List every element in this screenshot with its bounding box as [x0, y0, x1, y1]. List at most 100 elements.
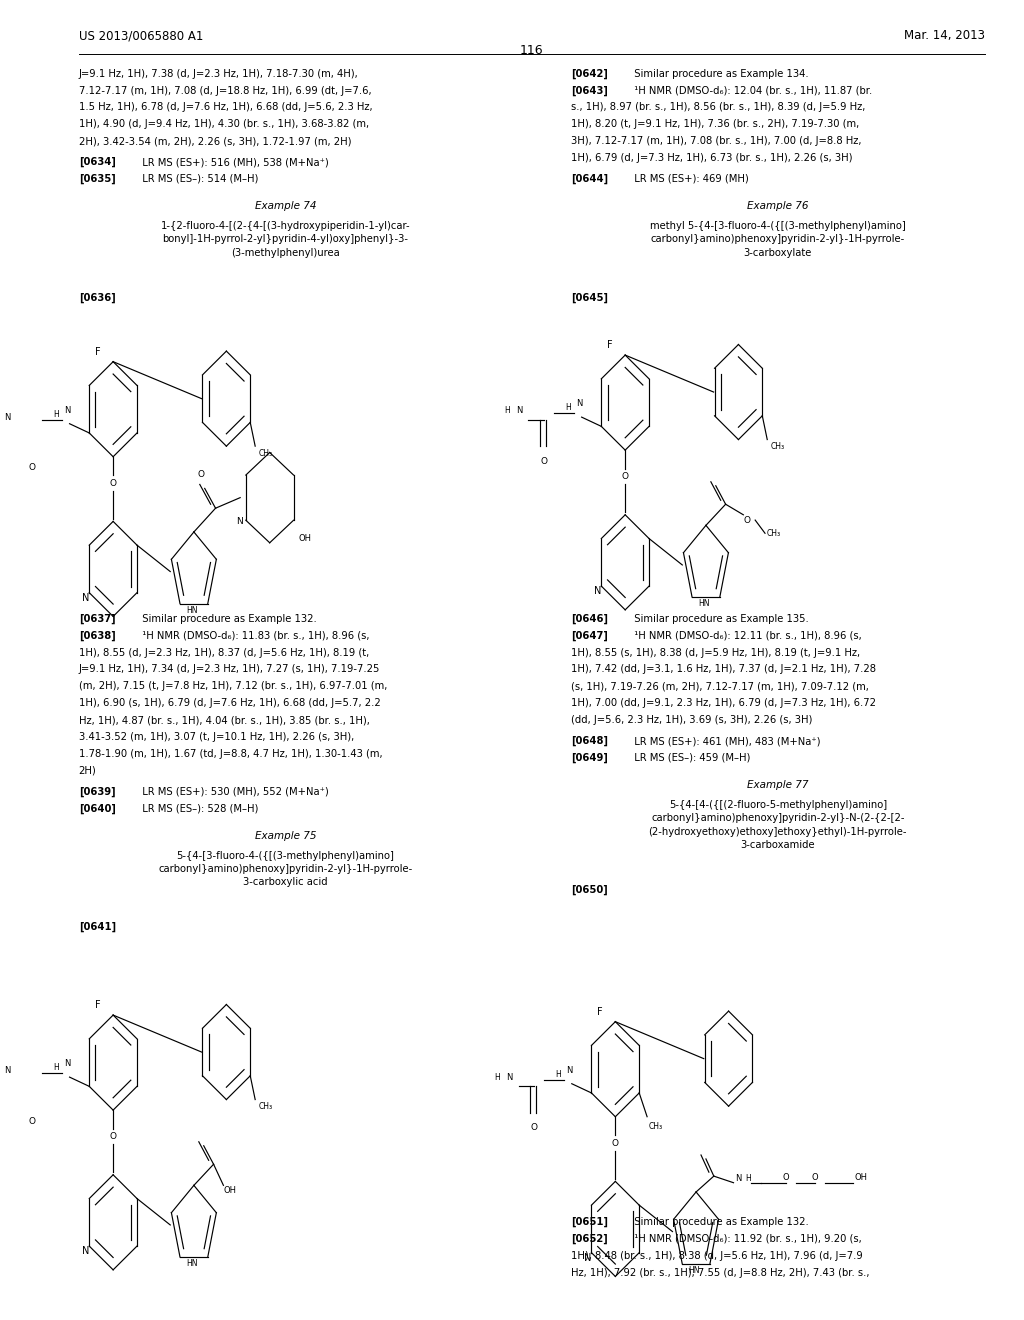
Text: [0637]: [0637]: [79, 614, 116, 624]
Text: 1-{2-fluoro-4-[(2-{4-[(3-hydroxypiperidin-1-yl)car-
bonyl]-1H-pyrrol-2-yl}pyridi: 1-{2-fluoro-4-[(2-{4-[(3-hydroxypiperidi…: [161, 222, 411, 257]
Text: 1H), 6.90 (s, 1H), 6.79 (d, J=7.6 Hz, 1H), 6.68 (dd, J=5.7, 2.2: 1H), 6.90 (s, 1H), 6.79 (d, J=7.6 Hz, 1H…: [79, 698, 381, 709]
Text: CH₃: CH₃: [767, 529, 781, 537]
Text: [0634]: [0634]: [79, 157, 116, 168]
Text: N: N: [65, 407, 71, 414]
Text: [0646]: [0646]: [571, 614, 608, 624]
Text: [0641]: [0641]: [79, 921, 116, 932]
Text: Example 77: Example 77: [748, 780, 809, 789]
Text: [0645]: [0645]: [571, 292, 608, 302]
Text: N: N: [585, 1253, 592, 1263]
Text: O: O: [110, 479, 117, 487]
Text: [0651]: [0651]: [571, 1217, 608, 1228]
Text: N: N: [82, 1246, 89, 1257]
Text: HN: HN: [186, 1259, 198, 1269]
Text: LR MS (ES–): 459 (M–H): LR MS (ES–): 459 (M–H): [628, 752, 751, 763]
Text: N: N: [4, 413, 10, 421]
Text: CH₃: CH₃: [258, 1102, 272, 1111]
Text: N: N: [735, 1175, 741, 1183]
Text: N: N: [507, 1073, 513, 1081]
Text: HN: HN: [688, 1266, 700, 1275]
Text: N: N: [577, 400, 583, 408]
Text: HN: HN: [698, 599, 710, 609]
Text: 1H), 4.90 (d, J=9.4 Hz, 1H), 4.30 (br. s., 1H), 3.68-3.82 (m,: 1H), 4.90 (d, J=9.4 Hz, 1H), 4.30 (br. s…: [79, 119, 369, 129]
Text: Similar procedure as Example 135.: Similar procedure as Example 135.: [628, 614, 809, 624]
Text: O: O: [622, 473, 629, 480]
Text: (dd, J=5.6, 2.3 Hz, 1H), 3.69 (s, 3H), 2.26 (s, 3H): (dd, J=5.6, 2.3 Hz, 1H), 3.69 (s, 3H), 2…: [571, 715, 812, 725]
Text: CH₃: CH₃: [770, 442, 784, 451]
Text: H: H: [53, 1064, 58, 1072]
Text: [0644]: [0644]: [571, 174, 608, 185]
Text: O: O: [541, 457, 548, 466]
Text: ¹H NMR (DMSO-d₆): 12.04 (br. s., 1H), 11.87 (br.: ¹H NMR (DMSO-d₆): 12.04 (br. s., 1H), 11…: [628, 86, 872, 95]
Text: H: H: [495, 1073, 500, 1081]
Text: CH₃: CH₃: [258, 449, 272, 458]
Text: Hz, 1H), 7.92 (br. s., 1H), 7.55 (d, J=8.8 Hz, 2H), 7.43 (br. s.,: Hz, 1H), 7.92 (br. s., 1H), 7.55 (d, J=8…: [571, 1267, 869, 1278]
Text: [0642]: [0642]: [571, 69, 608, 79]
Text: H: H: [555, 1071, 561, 1078]
Text: [0650]: [0650]: [571, 884, 608, 895]
Text: Example 76: Example 76: [748, 201, 809, 211]
Text: N: N: [82, 593, 89, 603]
Text: [0635]: [0635]: [79, 174, 116, 185]
Text: Hz, 1H), 4.87 (br. s., 1H), 4.04 (br. s., 1H), 3.85 (br. s., 1H),: Hz, 1H), 4.87 (br. s., 1H), 4.04 (br. s.…: [79, 715, 370, 725]
Text: N: N: [566, 1067, 573, 1074]
Text: O: O: [29, 1117, 36, 1126]
Text: LR MS (ES–): 514 (M–H): LR MS (ES–): 514 (M–H): [136, 174, 258, 183]
Text: H: H: [53, 411, 58, 418]
Text: Similar procedure as Example 134.: Similar procedure as Example 134.: [628, 69, 809, 79]
Text: Similar procedure as Example 132.: Similar procedure as Example 132.: [136, 614, 316, 624]
Text: O: O: [198, 470, 204, 479]
Text: F: F: [94, 1001, 100, 1010]
Text: US 2013/0065880 A1: US 2013/0065880 A1: [79, 29, 203, 42]
Text: N: N: [65, 1060, 71, 1068]
Text: CH₃: CH₃: [649, 1122, 664, 1131]
Text: H: H: [504, 407, 510, 414]
Text: Mar. 14, 2013: Mar. 14, 2013: [903, 29, 985, 42]
Text: 2H), 3.42-3.54 (m, 2H), 2.26 (s, 3H), 1.72-1.97 (m, 2H): 2H), 3.42-3.54 (m, 2H), 2.26 (s, 3H), 1.…: [79, 136, 351, 147]
Text: LR MS (ES+): 530 (MH), 552 (M+Na⁺): LR MS (ES+): 530 (MH), 552 (M+Na⁺): [136, 787, 329, 797]
Text: J=9.1 Hz, 1H), 7.34 (d, J=2.3 Hz, 1H), 7.27 (s, 1H), 7.19-7.25: J=9.1 Hz, 1H), 7.34 (d, J=2.3 Hz, 1H), 7…: [79, 664, 380, 675]
Text: 1.5 Hz, 1H), 6.78 (d, J=7.6 Hz, 1H), 6.68 (dd, J=5.6, 2.3 Hz,: 1.5 Hz, 1H), 6.78 (d, J=7.6 Hz, 1H), 6.6…: [79, 103, 373, 112]
Text: N: N: [4, 1067, 10, 1074]
Text: 3H), 7.12-7.17 (m, 1H), 7.08 (br. s., 1H), 7.00 (d, J=8.8 Hz,: 3H), 7.12-7.17 (m, 1H), 7.08 (br. s., 1H…: [571, 136, 861, 147]
Text: Example 75: Example 75: [255, 830, 316, 841]
Text: H: H: [565, 404, 570, 412]
Text: 1H), 8.55 (s, 1H), 8.38 (d, J=5.9 Hz, 1H), 8.19 (t, J=9.1 Hz,: 1H), 8.55 (s, 1H), 8.38 (d, J=5.9 Hz, 1H…: [571, 648, 860, 657]
Text: 1H), 8.55 (d, J=2.3 Hz, 1H), 8.37 (d, J=5.6 Hz, 1H), 8.19 (t,: 1H), 8.55 (d, J=2.3 Hz, 1H), 8.37 (d, J=…: [79, 648, 369, 657]
Text: 3.41-3.52 (m, 1H), 3.07 (t, J=10.1 Hz, 1H), 2.26 (s, 3H),: 3.41-3.52 (m, 1H), 3.07 (t, J=10.1 Hz, 1…: [79, 733, 354, 742]
Text: F: F: [94, 347, 100, 356]
Text: O: O: [812, 1173, 818, 1181]
Text: O: O: [110, 1133, 117, 1140]
Text: ¹H NMR (DMSO-d₆): 12.11 (br. s., 1H), 8.96 (s,: ¹H NMR (DMSO-d₆): 12.11 (br. s., 1H), 8.…: [628, 631, 862, 640]
Text: OH: OH: [855, 1173, 867, 1181]
Text: [0643]: [0643]: [571, 86, 608, 96]
Text: [0649]: [0649]: [571, 752, 608, 763]
Text: H: H: [745, 1175, 751, 1183]
Text: [0647]: [0647]: [571, 631, 608, 642]
Text: LR MS (ES+): 461 (MH), 483 (M+Na⁺): LR MS (ES+): 461 (MH), 483 (M+Na⁺): [628, 737, 820, 746]
Text: N: N: [516, 407, 523, 414]
Text: LR MS (ES–): 528 (M–H): LR MS (ES–): 528 (M–H): [136, 804, 258, 813]
Text: (m, 2H), 7.15 (t, J=7.8 Hz, 1H), 7.12 (br. s., 1H), 6.97-7.01 (m,: (m, 2H), 7.15 (t, J=7.8 Hz, 1H), 7.12 (b…: [79, 681, 387, 692]
Text: O: O: [29, 463, 36, 473]
Text: O: O: [782, 1173, 790, 1181]
Text: N: N: [236, 517, 243, 527]
Text: LR MS (ES+): 469 (MH): LR MS (ES+): 469 (MH): [628, 174, 749, 183]
Text: ¹H NMR (DMSO-d₆): 11.83 (br. s., 1H), 8.96 (s,: ¹H NMR (DMSO-d₆): 11.83 (br. s., 1H), 8.…: [136, 631, 370, 640]
Text: 1H), 8.48 (br. s., 1H), 8.38 (d, J=5.6 Hz, 1H), 7.96 (d, J=7.9: 1H), 8.48 (br. s., 1H), 8.38 (d, J=5.6 H…: [571, 1251, 863, 1261]
Text: [0648]: [0648]: [571, 737, 608, 746]
Text: N: N: [594, 586, 601, 597]
Text: F: F: [597, 1007, 602, 1016]
Text: ¹H NMR (DMSO-d₆): 11.92 (br. s., 1H), 9.20 (s,: ¹H NMR (DMSO-d₆): 11.92 (br. s., 1H), 9.…: [628, 1234, 862, 1243]
Text: 2H): 2H): [79, 766, 96, 776]
Text: OH: OH: [223, 1187, 237, 1195]
Text: 116: 116: [520, 44, 544, 57]
Text: Similar procedure as Example 132.: Similar procedure as Example 132.: [628, 1217, 809, 1228]
Text: [0652]: [0652]: [571, 1234, 608, 1245]
Text: s., 1H), 8.97 (br. s., 1H), 8.56 (br. s., 1H), 8.39 (d, J=5.9 Hz,: s., 1H), 8.97 (br. s., 1H), 8.56 (br. s.…: [571, 103, 865, 112]
Text: [0639]: [0639]: [79, 787, 116, 797]
Text: LR MS (ES+): 516 (MH), 538 (M+Na⁺): LR MS (ES+): 516 (MH), 538 (M+Na⁺): [136, 157, 329, 168]
Text: (s, 1H), 7.19-7.26 (m, 2H), 7.12-7.17 (m, 1H), 7.09-7.12 (m,: (s, 1H), 7.19-7.26 (m, 2H), 7.12-7.17 (m…: [571, 681, 869, 692]
Text: J=9.1 Hz, 1H), 7.38 (d, J=2.3 Hz, 1H), 7.18-7.30 (m, 4H),: J=9.1 Hz, 1H), 7.38 (d, J=2.3 Hz, 1H), 7…: [79, 69, 358, 79]
Text: 5-{4-[4-({[(2-fluoro-5-methylphenyl)amino]
carbonyl}amino)phenoxy]pyridin-2-yl}-: 5-{4-[4-({[(2-fluoro-5-methylphenyl)amin…: [648, 800, 907, 850]
